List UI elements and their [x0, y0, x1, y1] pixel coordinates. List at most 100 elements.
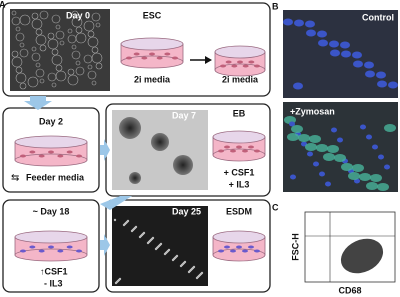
colony — [95, 22, 101, 28]
dish-cell — [149, 52, 155, 56]
colony — [87, 64, 93, 70]
colony — [39, 10, 49, 20]
colony — [91, 80, 97, 86]
dish-top — [14, 230, 88, 244]
stained-cell — [327, 145, 339, 153]
image-label: +Zymosan — [290, 106, 335, 116]
cell-speck — [142, 231, 146, 235]
colony — [35, 28, 43, 36]
dish-cell — [66, 150, 73, 154]
stained-cell — [384, 124, 396, 132]
dish-cell — [236, 145, 242, 149]
nucleus — [352, 51, 362, 59]
dish-cell — [20, 249, 26, 253]
flow-arrows — [24, 96, 132, 256]
dish-cell — [218, 149, 224, 153]
dish-bottom — [214, 63, 266, 77]
dish-bottom — [14, 153, 88, 167]
factor-label: - IL3 — [44, 278, 63, 288]
colony — [91, 52, 103, 64]
nucleus — [384, 164, 390, 170]
dish-cell — [242, 249, 248, 253]
texture — [11, 10, 204, 285]
colony — [51, 48, 59, 56]
nucleus — [305, 20, 315, 28]
colony — [47, 32, 55, 40]
dish-cell — [218, 249, 224, 253]
cell-speck — [151, 236, 155, 240]
colony — [55, 64, 63, 72]
nucleus — [365, 70, 375, 78]
colony — [35, 68, 45, 78]
dish-cell — [66, 245, 73, 249]
stained-cell — [341, 163, 353, 171]
colony — [15, 66, 23, 74]
stained-cell — [309, 135, 321, 143]
colony — [15, 72, 27, 84]
colony — [19, 14, 31, 26]
colony — [55, 70, 67, 82]
dish-cell — [133, 52, 140, 56]
dish-cell — [224, 245, 230, 249]
dish-cell — [248, 60, 255, 64]
event-cloud — [340, 238, 384, 274]
media-label: 2i media — [134, 74, 171, 84]
nucleus — [301, 141, 307, 147]
colony — [55, 24, 61, 30]
colony — [91, 46, 99, 54]
dish-cell — [230, 249, 236, 253]
day-label: Day 2 — [39, 116, 63, 126]
colony — [87, 36, 99, 48]
panel-label: B — [272, 1, 279, 11]
stained-cell — [359, 173, 371, 181]
colony — [19, 82, 27, 90]
colony — [27, 76, 39, 88]
dish-cell — [20, 154, 26, 158]
colony — [75, 66, 85, 76]
stained-cell — [366, 182, 378, 190]
nucleus — [378, 154, 384, 160]
dish-cell — [172, 56, 178, 60]
stained-cell — [370, 174, 382, 182]
colony — [83, 20, 95, 32]
cell-speck — [200, 271, 204, 275]
colony — [11, 10, 17, 16]
dish-cell — [248, 245, 254, 249]
nucleus — [319, 171, 325, 177]
colony — [67, 28, 73, 34]
nucleus — [307, 151, 313, 157]
cell-speck — [126, 219, 130, 223]
dish-label: EB — [233, 108, 246, 118]
dish-cell — [57, 154, 64, 158]
nucleus — [341, 50, 351, 58]
colony — [91, 12, 101, 22]
image-label: Control — [362, 12, 394, 22]
nucleus — [290, 174, 296, 180]
nucleus — [289, 121, 295, 127]
dish-top — [214, 45, 266, 59]
nucleus — [337, 137, 343, 143]
dish-cell — [164, 52, 171, 56]
colony — [19, 42, 25, 48]
colony — [71, 10, 79, 18]
petri-dish — [14, 135, 88, 167]
dish-bottom — [212, 148, 266, 162]
nucleus — [360, 124, 366, 130]
dish-cell — [237, 60, 243, 64]
embryoid-body — [129, 172, 141, 184]
dish-top — [14, 135, 88, 149]
dish-cell — [141, 56, 148, 60]
media-label: 2i media — [222, 74, 259, 84]
cell-speck — [118, 277, 122, 281]
day-label: ~ Day 18 — [33, 206, 70, 216]
cell-speck — [167, 248, 171, 252]
colony — [11, 50, 19, 58]
colony — [11, 56, 23, 68]
x-axis-label: CD68 — [338, 285, 361, 295]
nucleus — [318, 39, 328, 47]
panel-label: C — [272, 202, 279, 212]
y-axis-label: FSC-H — [290, 233, 300, 261]
colony — [87, 70, 97, 80]
nucleus — [330, 49, 340, 57]
factor-label: ↑CSF1 — [40, 266, 68, 276]
